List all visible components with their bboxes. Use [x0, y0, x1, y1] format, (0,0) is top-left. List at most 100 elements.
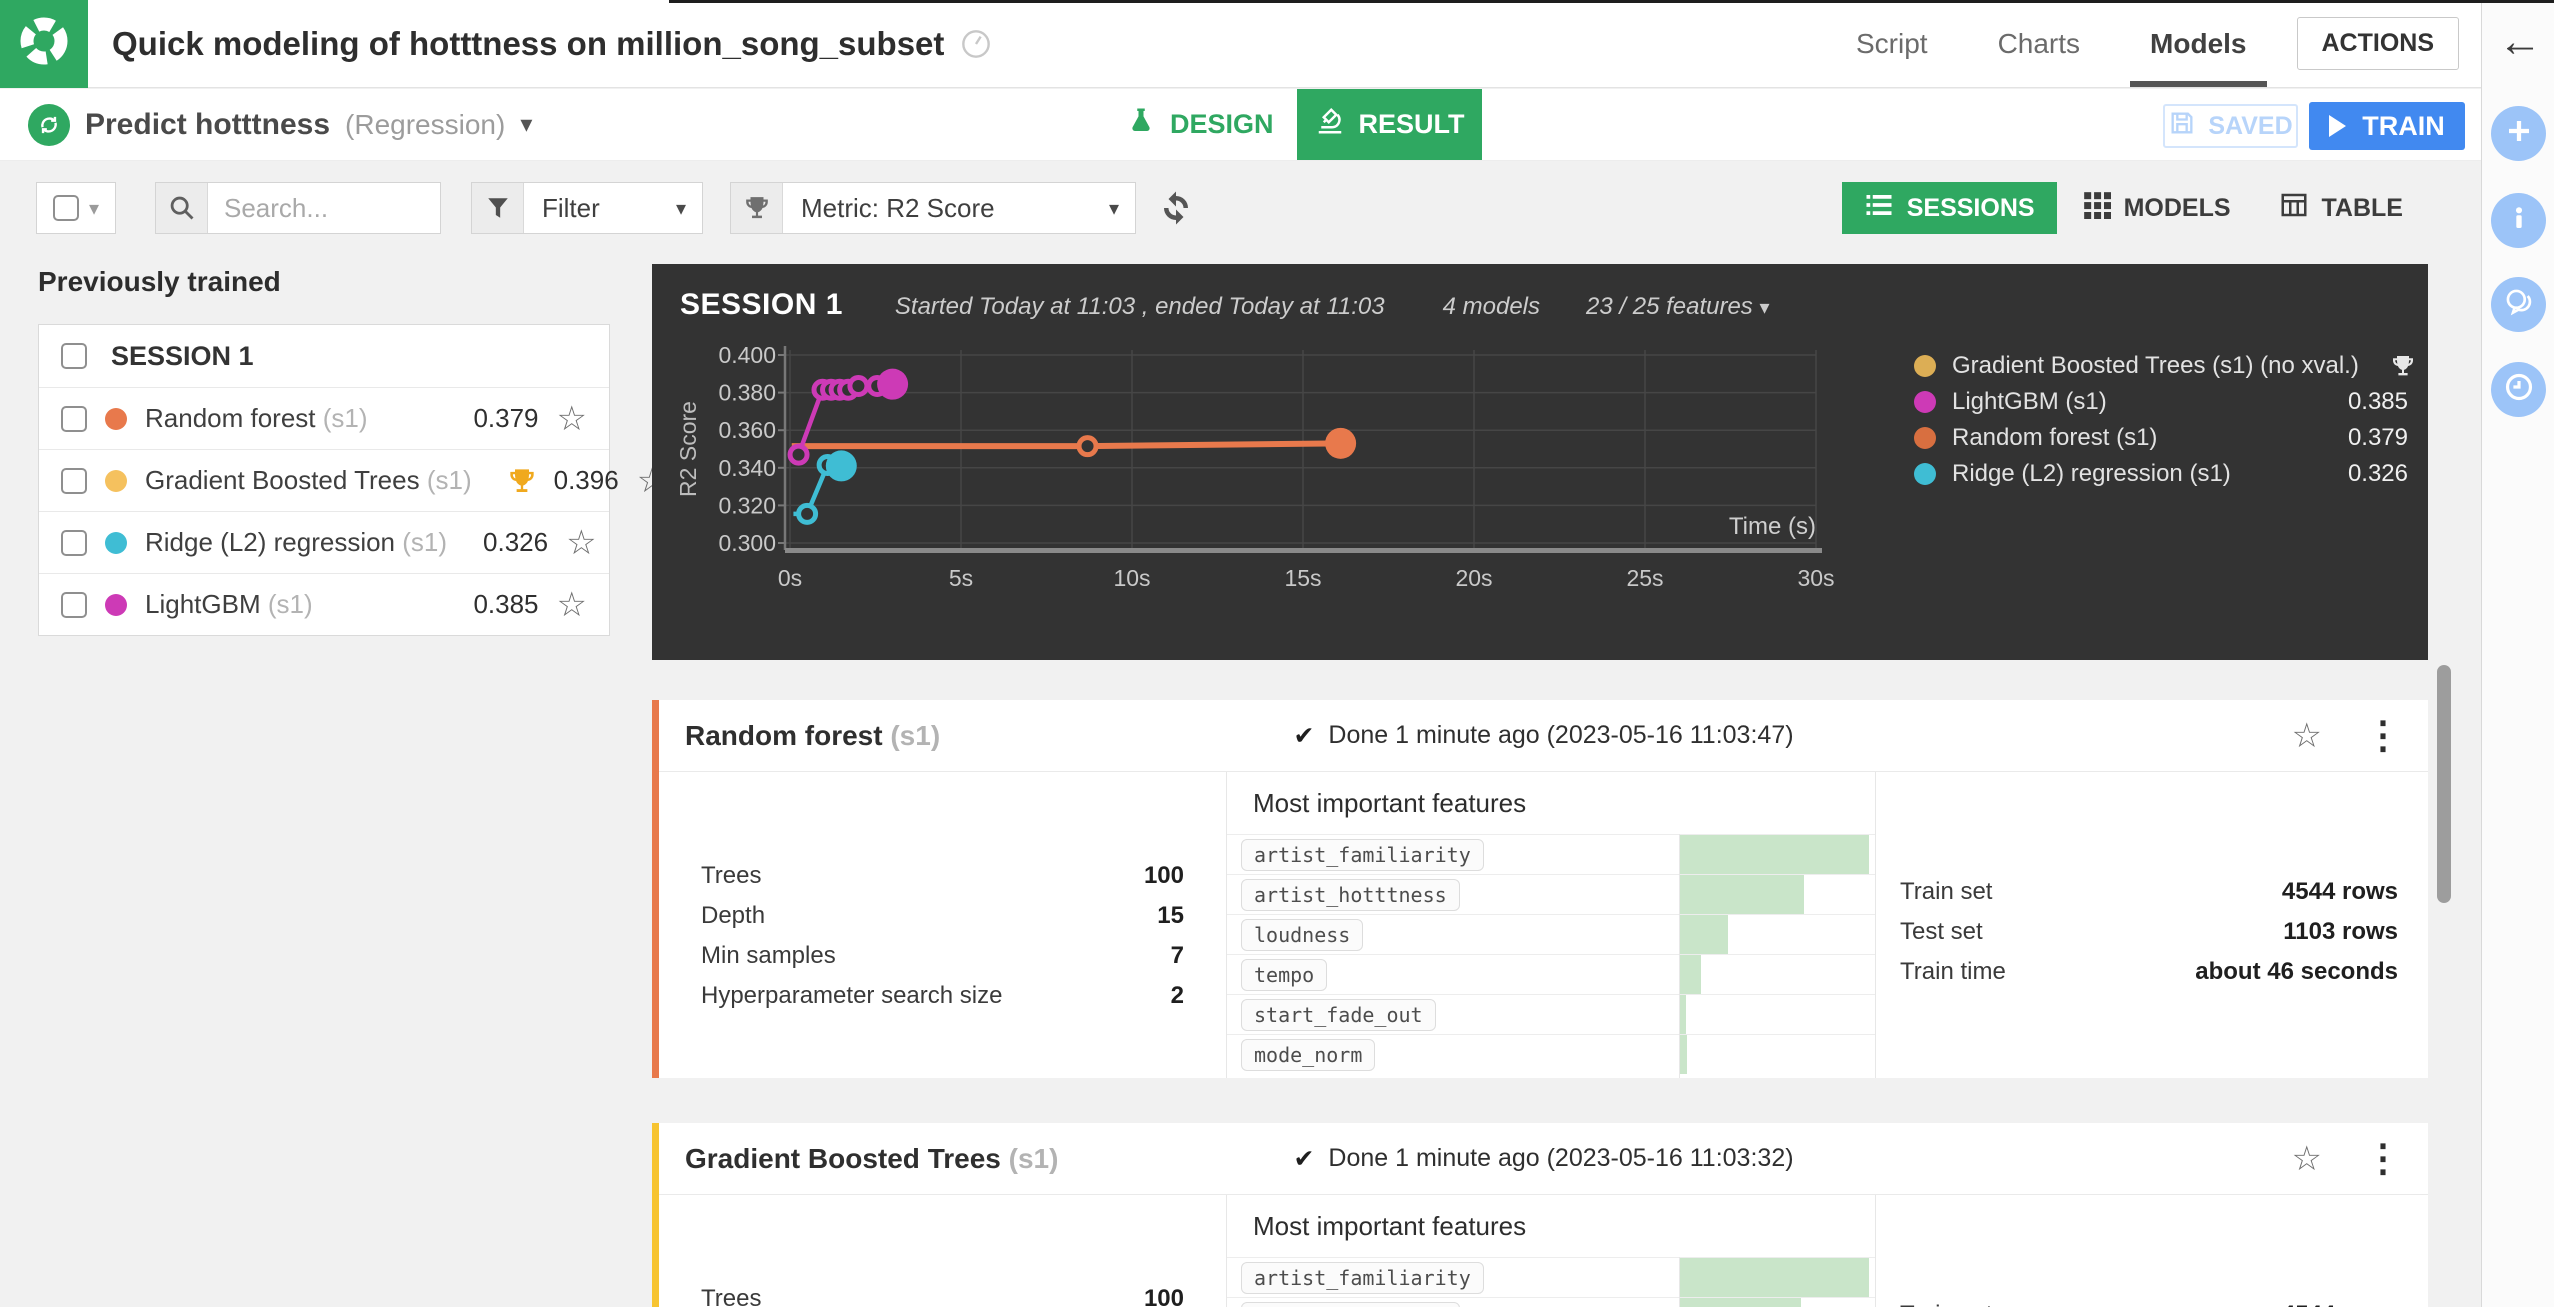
- legend-row[interactable]: Random forest (s1) 0.379: [1914, 420, 2408, 456]
- session-model-list: SESSION 1 Random forest (s1) 0.379 ☆ Gradien…: [38, 324, 667, 636]
- train-label: TRAIN: [2362, 110, 2445, 141]
- model-row[interactable]: LightGBM (s1) 0.385 ☆: [39, 573, 609, 635]
- star-icon[interactable]: ☆: [566, 523, 597, 562]
- legend-color-dot: [1914, 391, 1936, 413]
- session-features-dropdown[interactable]: 23 / 25 features ▾: [1586, 293, 1770, 321]
- design-tab[interactable]: DESIGN: [1126, 89, 1274, 160]
- svg-text:0.380: 0.380: [718, 380, 776, 406]
- info-button[interactable]: [2491, 193, 2546, 248]
- top-tabs: Script Charts Models: [1850, 0, 2297, 87]
- vertical-scrollbar[interactable]: [2437, 665, 2451, 903]
- feature-importance-bar: [1679, 1298, 1801, 1307]
- select-all-dropdown[interactable]: ▾: [36, 182, 116, 234]
- model-row[interactable]: Gradient Boosted Trees (s1)0.396☆: [39, 449, 667, 511]
- actions-button[interactable]: ACTIONS: [2296, 17, 2459, 70]
- kebab-menu-icon[interactable]: ⋮: [2364, 714, 2402, 757]
- model-checkbox[interactable]: [61, 467, 87, 494]
- legend-value: 0.326: [2347, 460, 2408, 487]
- check-icon: ✔: [1293, 1144, 1315, 1173]
- task-selector[interactable]: Predict hotttness (Regression) ▾: [28, 89, 532, 160]
- legend-color-dot: [1914, 463, 1936, 485]
- svg-text:R2 Score: R2 Score: [675, 401, 701, 497]
- session-checkbox[interactable]: [61, 343, 87, 369]
- svg-text:0.340: 0.340: [718, 455, 776, 481]
- model-row[interactable]: Random forest (s1) 0.379 ☆: [39, 387, 609, 449]
- chat-button[interactable]: [2491, 277, 2546, 332]
- search-input[interactable]: [208, 183, 440, 233]
- metric-dropdown[interactable]: Metric: R2 Score ▾: [730, 182, 1136, 234]
- stat-row: Train time about 46 seconds: [1900, 958, 2398, 985]
- features-label: 23 / 25 features: [1586, 293, 1753, 320]
- info-icon: [2505, 204, 2533, 237]
- star-icon[interactable]: ☆: [556, 585, 587, 624]
- filter-label: Filter: [542, 192, 600, 223]
- view-sessions-button[interactable]: SESSIONS: [1841, 182, 2057, 234]
- design-label: DESIGN: [1170, 109, 1274, 139]
- feature-row: artist_hotttness: [1227, 1297, 1875, 1307]
- saved-button[interactable]: SAVED: [2163, 104, 2298, 148]
- model-result-card: Gradient Boosted Trees (s1) ✔ Done 1 minut…: [652, 1123, 2428, 1307]
- session-group-header[interactable]: SESSION 1: [39, 325, 609, 387]
- stat-row: Test set 1103 rows: [1900, 918, 2398, 945]
- star-icon[interactable]: ☆: [2291, 716, 2322, 755]
- refresh-icon[interactable]: [1158, 190, 1194, 226]
- table-icon: [2279, 190, 2309, 227]
- star-icon[interactable]: ☆: [556, 399, 587, 438]
- task-type: (Regression): [345, 108, 506, 140]
- model-row[interactable]: Ridge (L2) regression (s1) 0.326 ☆: [39, 511, 609, 573]
- feature-row: tempo: [1227, 954, 1875, 994]
- feature-importance-bar: [1679, 955, 1701, 994]
- feature-row: loudness: [1227, 914, 1875, 954]
- session-title: SESSION 1: [680, 288, 843, 321]
- chevron-down-icon: ▾: [1759, 297, 1770, 319]
- model-score: 0.385: [473, 589, 539, 619]
- chat-icon: [2503, 286, 2535, 323]
- legend-value: 0.385: [2347, 388, 2408, 415]
- model-checkbox[interactable]: [61, 529, 87, 556]
- param-row: Trees 100: [701, 1285, 1184, 1307]
- feature-importance-bar: [1679, 1258, 1870, 1297]
- model-card-title[interactable]: Random forest (s1): [685, 719, 941, 751]
- save-icon: [2168, 109, 2196, 144]
- gauge-icon: [960, 28, 992, 60]
- result-tab[interactable]: RESULT: [1297, 89, 1482, 160]
- feature-tag: artist_familiarity: [1241, 838, 1484, 871]
- legend-row[interactable]: LightGBM (s1) 0.385: [1914, 384, 2408, 420]
- design-icon: [1126, 106, 1156, 143]
- model-checkbox[interactable]: [61, 591, 87, 618]
- feature-importance-bar: [1679, 1035, 1687, 1074]
- back-arrow-icon[interactable]: ←: [2498, 17, 2542, 66]
- select-all-checkbox[interactable]: [52, 195, 79, 221]
- model-score: 0.396: [553, 465, 619, 495]
- view-models-button[interactable]: MODELS: [2061, 182, 2253, 234]
- star-icon[interactable]: ☆: [2291, 1139, 2322, 1178]
- tab-charts[interactable]: Charts: [1997, 27, 2081, 59]
- svg-text:30s: 30s: [1797, 565, 1834, 591]
- features-column: Most important features artist_familiarit…: [1226, 772, 1876, 1078]
- train-button[interactable]: TRAIN: [2309, 102, 2465, 150]
- app-logo[interactable]: [0, 0, 88, 88]
- tab-models[interactable]: Models: [2129, 0, 2268, 87]
- tab-script[interactable]: Script: [1855, 27, 1928, 59]
- model-card-title[interactable]: Gradient Boosted Trees (s1): [685, 1142, 1059, 1174]
- svg-text:0.300: 0.300: [718, 530, 776, 556]
- feature-tag: artist_hotttness: [1241, 878, 1460, 911]
- session-dates: Started Today at 11:03 , ended Today at …: [894, 293, 1385, 320]
- svg-text:0.400: 0.400: [718, 342, 776, 368]
- model-checkbox[interactable]: [61, 405, 87, 432]
- feature-row: artist_familiarity: [1227, 1257, 1875, 1297]
- history-button[interactable]: [2491, 362, 2546, 417]
- feature-tag: tempo: [1241, 958, 1328, 991]
- hyperparameters-column: Trees 100: [659, 1195, 1226, 1307]
- add-button[interactable]: [2491, 106, 2546, 161]
- view-table-button[interactable]: TABLE: [2257, 182, 2425, 234]
- legend-row[interactable]: Ridge (L2) regression (s1) 0.326: [1914, 456, 2408, 492]
- filter-dropdown[interactable]: Filter ▾: [471, 182, 703, 234]
- model-name: Random forest (s1): [145, 403, 368, 433]
- kebab-menu-icon[interactable]: ⋮: [2364, 1137, 2402, 1180]
- legend-row[interactable]: Gradient Boosted Trees (s1) (no xval.)0.…: [1914, 348, 2413, 384]
- legend-color-dot: [1914, 427, 1936, 449]
